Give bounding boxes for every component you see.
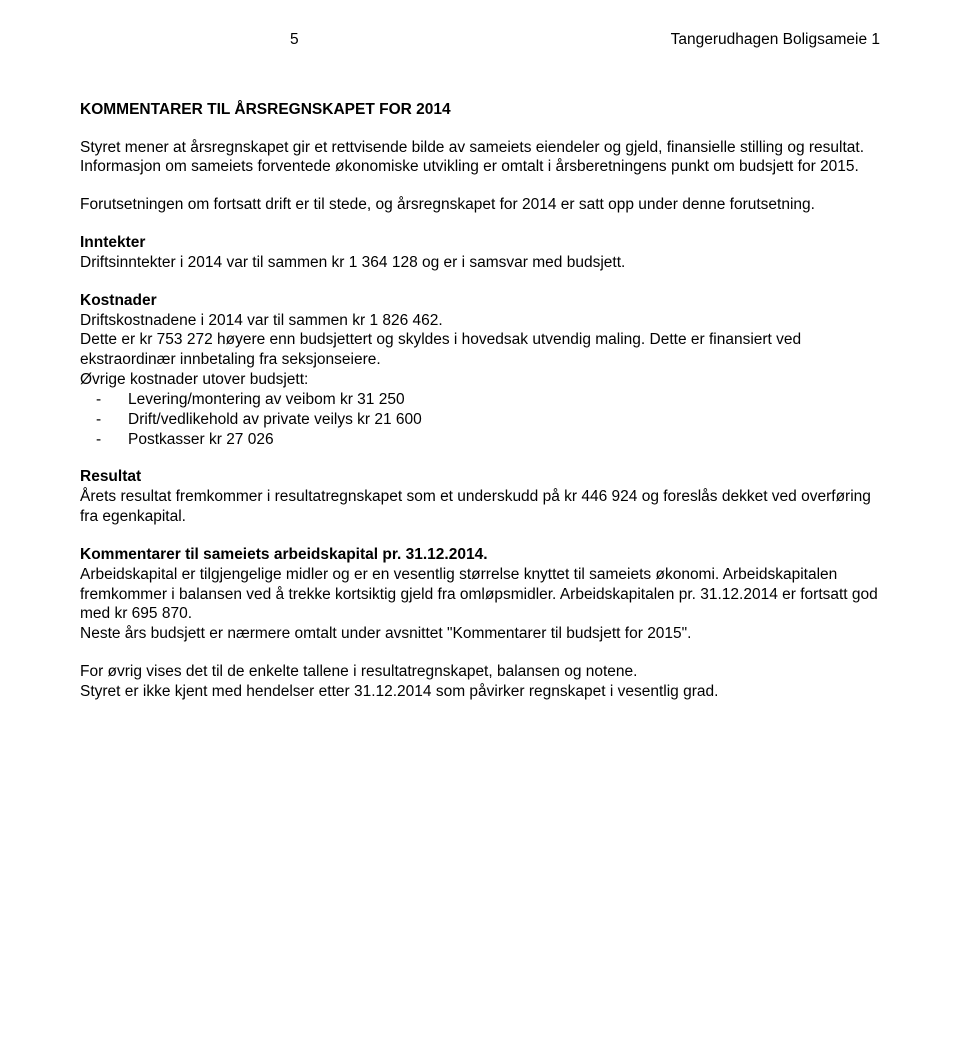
page-header: 5 Tangerudhagen Boligsameie 1: [80, 30, 880, 50]
page-number: 5: [290, 30, 299, 50]
document-header-title: Tangerudhagen Boligsameie 1: [671, 30, 880, 50]
inntekter-text: Driftsinntekter i 2014 var til sammen kr…: [80, 253, 880, 273]
section-head-inntekter: Inntekter: [80, 233, 880, 253]
list-item: Levering/montering av veibom kr 31 250: [128, 390, 880, 410]
paragraph-reference: For øvrig vises det til de enkelte talle…: [80, 662, 880, 682]
kostnader-line-2: Dette er kr 753 272 høyere enn budsjette…: [80, 330, 880, 370]
paragraph-intro-2: Informasjon om sameiets forventede økono…: [80, 157, 880, 177]
kostnader-line-3: Øvrige kostnader utover budsjett:: [80, 370, 880, 390]
resultat-text: Årets resultat fremkommer i resultatregn…: [80, 487, 880, 527]
kostnader-bullet-list: Levering/montering av veibom kr 31 250 D…: [80, 390, 880, 449]
list-item: Drift/vedlikehold av private veilys kr 2…: [128, 410, 880, 430]
paragraph-intro-1: Styret mener at årsregnskapet gir et ret…: [80, 138, 880, 158]
section-head-kommentarer: Kommentarer til sameiets arbeidskapital …: [80, 545, 880, 565]
main-title: KOMMENTARER TIL ÅRSREGNSKAPET FOR 2014: [80, 100, 880, 120]
kommentarer-line-1: Arbeidskapital er tilgjengelige midler o…: [80, 565, 880, 624]
paragraph-forutsetning: Forutsetningen om fortsatt drift er til …: [80, 195, 880, 215]
section-head-resultat: Resultat: [80, 467, 880, 487]
paragraph-last: Styret er ikke kjent med hendelser etter…: [80, 682, 880, 702]
section-head-kostnader: Kostnader: [80, 291, 880, 311]
list-item: Postkasser kr 27 026: [128, 430, 880, 450]
kommentarer-line-2: Neste års budsjett er nærmere omtalt und…: [80, 624, 880, 644]
document-page: 5 Tangerudhagen Boligsameie 1 KOMMENTARE…: [0, 0, 960, 1053]
kostnader-line-1: Driftskostnadene i 2014 var til sammen k…: [80, 311, 880, 331]
